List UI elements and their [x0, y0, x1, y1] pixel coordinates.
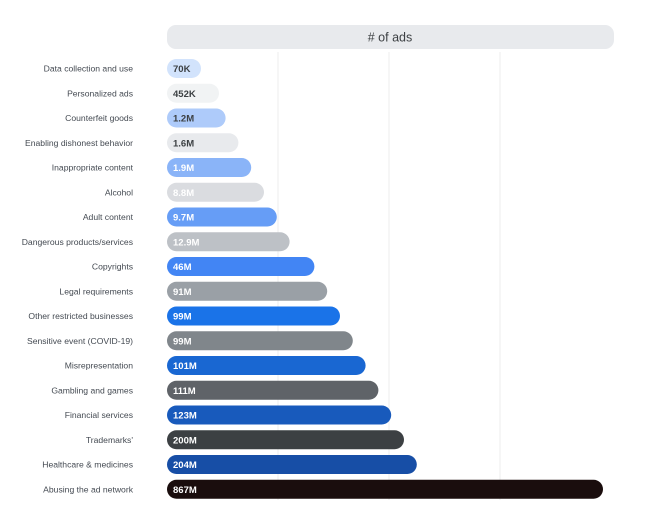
value-label-alcohol: 8.8M	[173, 188, 194, 199]
bar-adult-content	[167, 207, 277, 227]
bar-dangerous-products-services	[167, 232, 290, 252]
value-label-legal-requirements: 91M	[173, 287, 192, 298]
category-label-trademarks: Trademarks'	[86, 435, 134, 445]
bar-inappropriate-content	[167, 158, 252, 177]
column-header: # of ads	[167, 25, 614, 49]
category-label-legal-requirements: Legal requirements	[59, 286, 133, 296]
category-label-other-restricted-businesses: Other restricted businesses	[28, 311, 133, 321]
category-label-enabling-dishonest-behavior: Enabling dishonest behavior	[25, 138, 133, 148]
bar-counterfeit-goods	[167, 108, 226, 128]
value-label-copyrights: 46M	[173, 262, 192, 273]
value-label-financial-services: 123M	[173, 411, 197, 422]
category-labels: Data collection and use Personalized ads C…	[22, 64, 134, 495]
bar-personalized-ads	[167, 83, 219, 103]
category-label-personalized-ads: Personalized ads	[67, 88, 133, 98]
category-label-copyrights: Copyrights	[92, 262, 133, 272]
bar-financial-services	[167, 405, 392, 425]
value-label-enabling-dishonest-behavior: 1.6M	[173, 138, 194, 149]
category-label-alcohol: Alcohol	[105, 187, 133, 197]
bar-alcohol	[167, 182, 264, 202]
category-label-financial-services: Financial services	[65, 410, 133, 420]
bars	[167, 59, 603, 499]
value-labels: 70K 452K 1.2M 1.6M 1.9M 8.8M 9.7M 12.9M 46M 91M 99…	[173, 64, 199, 496]
category-label-data-collection-and-use: Data collection and use	[44, 64, 134, 74]
bar-abusing-the-ad-network	[167, 479, 603, 499]
column-header-label: # of ads	[368, 31, 412, 45]
value-label-counterfeit-goods: 1.2M	[173, 114, 194, 125]
bar-sensitive-event-covid-19	[167, 331, 353, 351]
value-label-sensitive-event-covid-19: 99M	[173, 336, 192, 347]
bar-trademarks	[167, 430, 404, 450]
value-label-other-restricted-businesses: 99M	[173, 312, 192, 323]
category-label-misrepresentation: Misrepresentation	[65, 361, 134, 371]
category-label-dangerous-products-services: Dangerous products/services	[22, 237, 133, 247]
value-label-adult-content: 9.7M	[173, 213, 194, 224]
category-label-healthcare-medicines: Healthcare & medicines	[42, 460, 133, 470]
bar-other-restricted-businesses	[167, 306, 340, 326]
category-label-inappropriate-content: Inappropriate content	[52, 163, 134, 173]
value-label-gambling-and-games: 111M	[173, 386, 196, 397]
category-label-gambling-and-games: Gambling and games	[51, 385, 133, 395]
value-label-dangerous-products-services: 12.9M	[173, 237, 199, 248]
value-label-misrepresentation: 101M	[173, 361, 197, 372]
category-label-counterfeit-goods: Counterfeit goods	[65, 113, 133, 123]
column-header-background	[167, 25, 614, 49]
bar-enabling-dishonest-behavior	[167, 133, 239, 153]
bar-legal-requirements	[167, 281, 328, 301]
value-label-personalized-ads: 452K	[173, 89, 196, 100]
value-label-inappropriate-content: 1.9M	[173, 163, 194, 174]
bar-copyrights	[167, 257, 315, 276]
value-label-healthcare-medicines: 204M	[173, 460, 197, 471]
value-label-data-collection-and-use: 70K	[173, 64, 191, 75]
category-label-adult-content: Adult content	[83, 212, 134, 222]
category-label-sensitive-event-covid-19: Sensitive event (COVID-19)	[27, 336, 133, 346]
value-label-trademarks: 200M	[173, 435, 197, 446]
value-label-abusing-the-ad-network: 867M	[173, 485, 197, 496]
category-label-abusing-the-ad-network: Abusing the ad network	[43, 484, 134, 494]
bar-misrepresentation	[167, 356, 366, 375]
bar-healthcare-medicines	[167, 455, 417, 474]
bar-gambling-and-games	[167, 380, 379, 400]
bar-data-collection-and-use	[167, 59, 201, 78]
